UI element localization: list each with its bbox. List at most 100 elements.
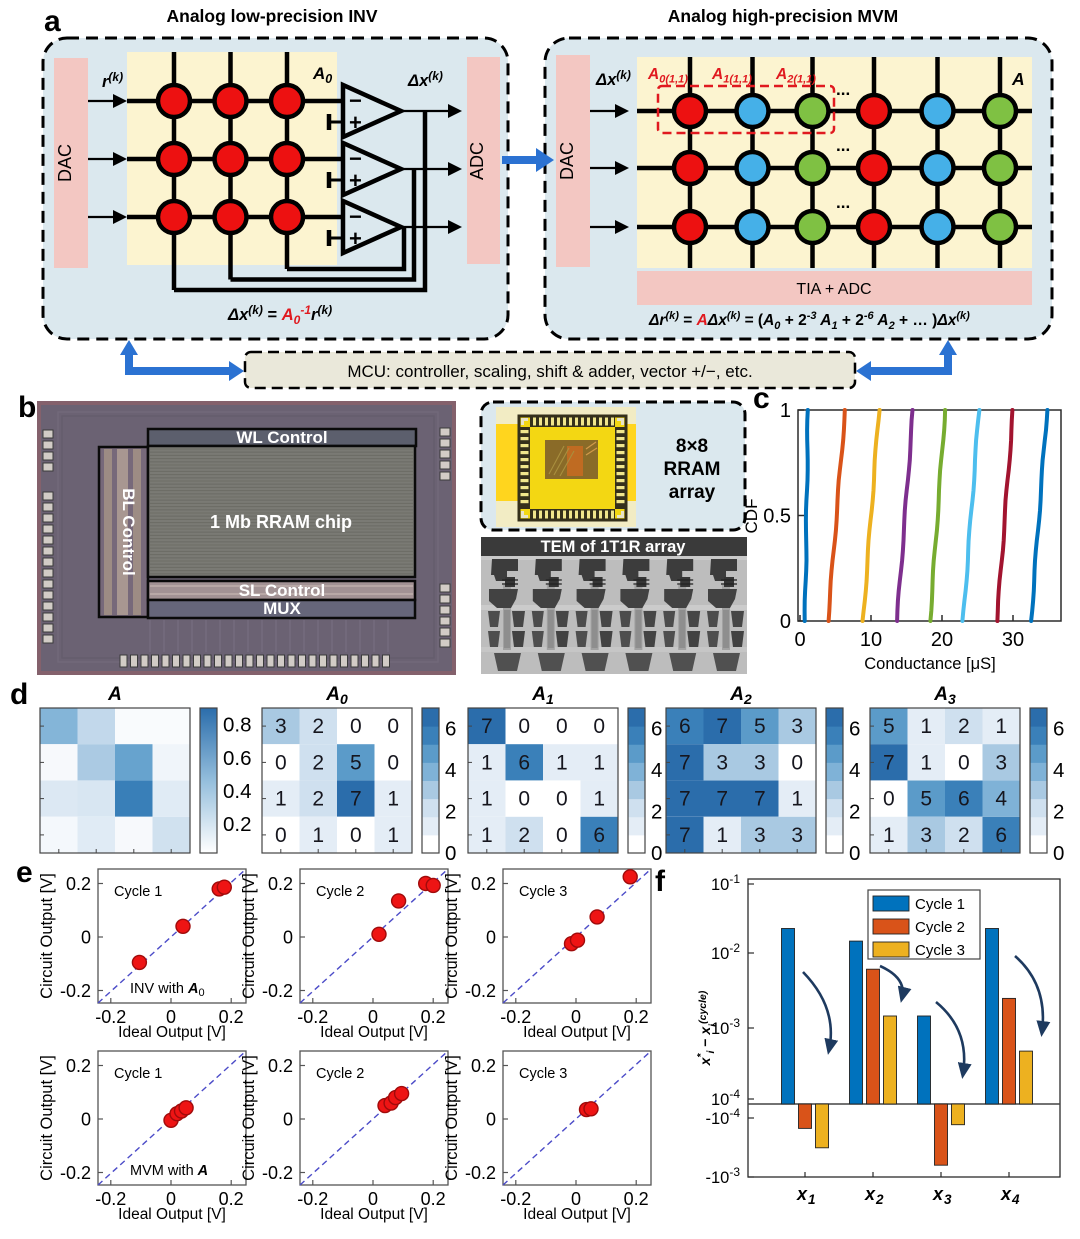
svg-text:8×8: 8×8 [676,436,708,457]
svg-text:30: 30 [1002,629,1024,651]
svg-text:0: 0 [283,928,293,948]
svg-text:Conductance [μS]: Conductance [μS] [864,655,996,673]
svg-text:7: 7 [883,751,895,774]
svg-text:4: 4 [995,788,1007,811]
svg-text:1: 1 [791,788,803,811]
svg-text:2: 2 [312,751,324,774]
svg-text:1: 1 [275,788,287,811]
svg-text:0: 0 [486,1110,496,1130]
svg-text:Cycle 3: Cycle 3 [519,884,567,900]
svg-text:2: 2 [849,801,860,824]
svg-text:3: 3 [920,824,932,847]
svg-text:1: 1 [780,400,791,422]
svg-text:6: 6 [518,751,530,774]
svg-text:e: e [16,856,33,889]
svg-text:0.8: 0.8 [223,714,252,737]
svg-text:2: 2 [875,1192,884,1207]
svg-text:0: 0 [556,788,568,811]
svg-text:0.2: 0.2 [421,1189,446,1209]
svg-text:SL Control: SL Control [239,581,326,600]
svg-text:4: 4 [651,759,662,782]
svg-text:array: array [669,482,716,503]
svg-text:7: 7 [754,788,766,811]
svg-text:Cycle 1: Cycle 1 [114,1066,162,1082]
svg-text:a: a [44,5,61,38]
svg-text:1: 1 [387,824,399,847]
svg-text:0: 0 [556,715,568,738]
svg-text:Ideal Output [V]: Ideal Output [V] [118,1024,226,1041]
svg-text:0: 0 [556,824,568,847]
svg-text:3: 3 [944,1192,952,1207]
svg-text:Ideal Output [V]: Ideal Output [V] [118,1206,226,1223]
svg-text:6: 6 [445,718,456,741]
svg-text:-0.2: -0.2 [465,981,496,1001]
svg-text:-0.2: -0.2 [465,1163,496,1183]
svg-text:2: 2 [312,788,324,811]
svg-text:Cycle 1: Cycle 1 [114,884,162,900]
svg-text:0: 0 [780,611,791,633]
svg-text:A: A [107,684,122,705]
svg-text:3: 3 [275,715,287,738]
svg-text:1: 1 [593,788,605,811]
svg-text:1: 1 [387,788,399,811]
svg-text:Circuit Output [V]: Circuit Output [V] [38,873,56,999]
svg-text:7: 7 [679,751,691,774]
svg-text:1: 1 [481,751,493,774]
svg-text:2: 2 [958,824,970,847]
svg-text:0.2: 0.2 [219,1007,244,1027]
svg-text:6: 6 [849,718,860,741]
svg-text:MVM with A: MVM with A [130,1163,208,1179]
svg-text:0: 0 [166,1189,176,1209]
svg-text:Cycle 2: Cycle 2 [316,1066,364,1082]
svg-text:0: 0 [368,1189,378,1209]
svg-text:0.2: 0.2 [66,1056,91,1076]
svg-text:Analog low-precision INV: Analog low-precision INV [167,6,378,26]
svg-text:7: 7 [716,715,728,738]
svg-text:-0.2: -0.2 [262,1163,293,1183]
svg-text:Cycle 2: Cycle 2 [915,919,965,936]
svg-text:6: 6 [679,715,691,738]
svg-text:x: x [932,1184,944,1204]
svg-text:0: 0 [368,1007,378,1027]
svg-text:2: 2 [1053,801,1064,824]
svg-text:4: 4 [849,759,860,782]
svg-text:1: 1 [808,1192,816,1207]
svg-text:Δx(k) = A0-1r(k): Δx(k) = A0-1r(k) [227,303,332,327]
svg-text:0.6: 0.6 [223,747,252,770]
svg-text:Ideal Output [V]: Ideal Output [V] [523,1024,631,1041]
svg-text:WL Control: WL Control [236,428,327,447]
svg-text:7: 7 [679,788,691,811]
svg-text:0.2: 0.2 [471,874,496,894]
svg-text:0.2: 0.2 [624,1007,649,1027]
svg-text:1 Mb RRAM chip: 1 Mb RRAM chip [210,512,352,532]
svg-text:Circuit Output [V]: Circuit Output [V] [240,1055,258,1181]
svg-text:3: 3 [716,751,728,774]
svg-text:0: 0 [350,715,362,738]
svg-text:7: 7 [350,788,362,811]
svg-text:-0.2: -0.2 [95,1007,126,1027]
svg-text:7: 7 [716,788,728,811]
svg-text:5: 5 [754,715,766,738]
svg-text:0: 0 [1053,842,1064,865]
svg-text:ADC: ADC [467,142,487,180]
svg-text:0.2: 0.2 [471,1056,496,1076]
svg-text:0.2: 0.2 [219,1189,244,1209]
svg-text:Ideal Output [V]: Ideal Output [V] [320,1206,428,1223]
svg-text:f: f [655,865,666,898]
svg-text:6: 6 [1053,718,1064,741]
svg-text:6: 6 [593,824,605,847]
svg-text:3: 3 [791,715,803,738]
svg-text:0.2: 0.2 [223,813,252,836]
svg-text:3: 3 [754,751,766,774]
svg-text:0: 0 [791,751,803,774]
svg-text:INV with A0: INV with A0 [130,981,205,999]
svg-text:Analog high-precision MVM: Analog high-precision MVM [668,6,898,26]
svg-text:1: 1 [481,788,493,811]
svg-text:DAC: DAC [55,144,75,182]
svg-text:Circuit Output [V]: Circuit Output [V] [240,873,258,999]
svg-text:0: 0 [883,788,895,811]
svg-text:0.5: 0.5 [763,506,791,528]
svg-text:6: 6 [651,718,662,741]
svg-text:0: 0 [794,629,805,651]
svg-text:1: 1 [995,715,1007,738]
